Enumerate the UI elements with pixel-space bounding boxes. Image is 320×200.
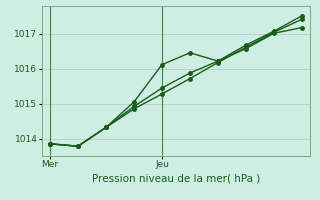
X-axis label: Pression niveau de la mer( hPa ): Pression niveau de la mer( hPa )	[92, 173, 260, 183]
